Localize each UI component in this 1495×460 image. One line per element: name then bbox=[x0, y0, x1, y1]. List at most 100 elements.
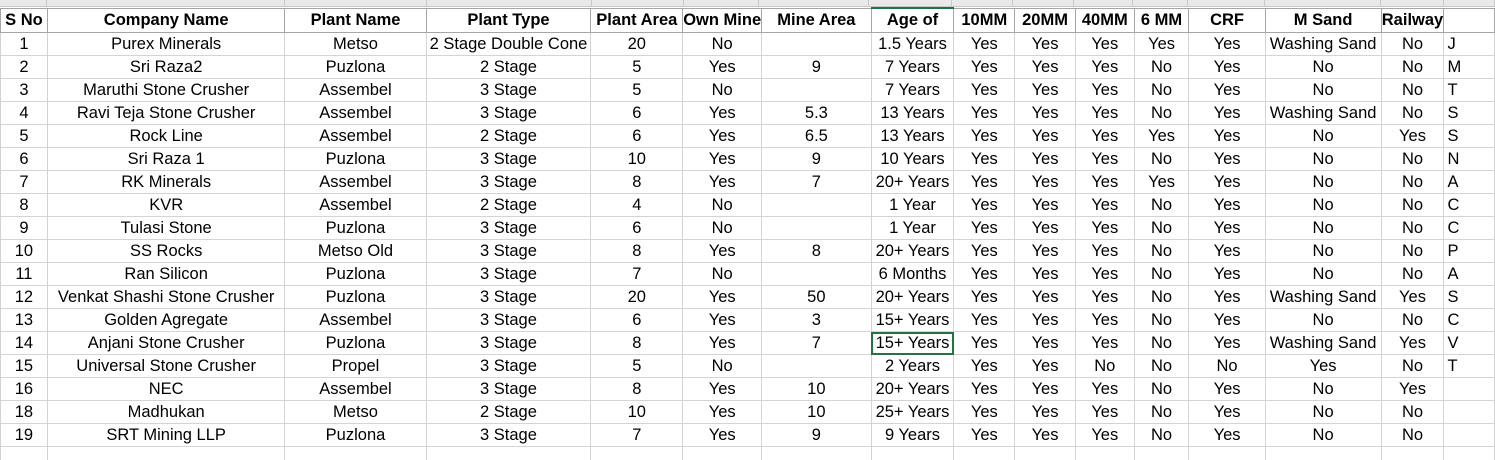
cell-area[interactable]: 6 bbox=[590, 101, 684, 125]
column-letter[interactable] bbox=[952, 0, 1013, 6]
cell-ownmine[interactable]: Yes bbox=[682, 285, 763, 309]
cell-mm20[interactable]: Yes bbox=[1014, 262, 1076, 286]
cell-crf[interactable]: Yes bbox=[1188, 170, 1266, 194]
cell-plant[interactable]: Assembel bbox=[284, 308, 427, 332]
cell-mm40[interactable]: Yes bbox=[1074, 262, 1135, 286]
cell-company[interactable]: SRT Mining LLP bbox=[46, 423, 286, 447]
cell-plant[interactable]: Assembel bbox=[284, 124, 427, 148]
cell-age[interactable]: 20+ Years bbox=[870, 285, 955, 309]
cell-type[interactable]: 3 Stage bbox=[425, 78, 592, 102]
cell-mm20[interactable]: Yes bbox=[1014, 285, 1076, 309]
cell-plant[interactable]: Puzlona bbox=[284, 55, 427, 79]
cell-age[interactable]: 1.5 Years bbox=[870, 32, 955, 56]
column-letter[interactable] bbox=[1265, 0, 1381, 6]
cell-extra[interactable]: T bbox=[1443, 354, 1495, 378]
cell-crf[interactable]: Yes bbox=[1188, 400, 1266, 424]
cell-mm40[interactable]: Yes bbox=[1074, 285, 1135, 309]
cell-type[interactable]: 2 Stage bbox=[425, 193, 592, 217]
cell-msand[interactable]: No bbox=[1264, 262, 1382, 286]
cell-age[interactable]: 10 Years bbox=[870, 147, 955, 171]
cell-mm20[interactable]: Yes bbox=[1014, 377, 1076, 401]
cell-railway[interactable]: Yes bbox=[1380, 331, 1445, 355]
column-header-plant[interactable]: Plant Name bbox=[284, 7, 427, 33]
cell-mm10[interactable]: Yes bbox=[953, 124, 1016, 148]
cell-minearea[interactable] bbox=[761, 216, 872, 240]
cell-type[interactable]: 3 Stage bbox=[425, 216, 592, 240]
column-header-mm20[interactable]: 20MM bbox=[1014, 7, 1076, 33]
cell-sno[interactable]: 5 bbox=[0, 124, 48, 148]
cell-mm6[interactable]: No bbox=[1133, 55, 1190, 79]
cell-mm40[interactable]: Yes bbox=[1074, 331, 1135, 355]
empty-cell[interactable] bbox=[1188, 446, 1266, 460]
cell-plant[interactable]: Puzlona bbox=[284, 147, 427, 171]
cell-extra[interactable]: P bbox=[1443, 239, 1495, 263]
cell-mm6[interactable]: No bbox=[1133, 400, 1190, 424]
cell-minearea[interactable] bbox=[761, 32, 872, 56]
cell-minearea[interactable]: 5.3 bbox=[761, 101, 872, 125]
cell-sno[interactable]: 3 bbox=[0, 78, 48, 102]
cell-area[interactable]: 8 bbox=[590, 377, 684, 401]
cell-area[interactable]: 5 bbox=[590, 78, 684, 102]
cell-ownmine[interactable]: Yes bbox=[682, 331, 763, 355]
cell-company[interactable]: Purex Minerals bbox=[46, 32, 286, 56]
cell-area[interactable]: 7 bbox=[590, 423, 684, 447]
cell-railway[interactable]: No bbox=[1380, 78, 1445, 102]
cell-mm10[interactable]: Yes bbox=[953, 377, 1016, 401]
cell-mm6[interactable]: No bbox=[1133, 216, 1190, 240]
cell-extra[interactable]: C bbox=[1443, 308, 1495, 332]
cell-ownmine[interactable]: Yes bbox=[682, 377, 763, 401]
cell-plant[interactable]: Assembel bbox=[284, 193, 427, 217]
empty-cell[interactable] bbox=[1074, 446, 1135, 460]
cell-mm40[interactable]: Yes bbox=[1074, 32, 1135, 56]
cell-ownmine[interactable]: No bbox=[682, 193, 763, 217]
cell-msand[interactable]: No bbox=[1264, 55, 1382, 79]
cell-age[interactable]: 13 Years bbox=[870, 101, 955, 125]
cell-plant[interactable]: Metso Old bbox=[284, 239, 427, 263]
cell-mm20[interactable]: Yes bbox=[1014, 423, 1076, 447]
cell-area[interactable]: 6 bbox=[590, 216, 684, 240]
cell-railway[interactable]: No bbox=[1380, 400, 1445, 424]
cell-ownmine[interactable]: No bbox=[682, 216, 763, 240]
cell-area[interactable]: 6 bbox=[590, 308, 684, 332]
cell-plant[interactable]: Puzlona bbox=[284, 423, 427, 447]
cell-sno[interactable]: 10 bbox=[0, 239, 48, 263]
cell-mm10[interactable]: Yes bbox=[953, 78, 1016, 102]
cell-plant[interactable]: Metso bbox=[284, 400, 427, 424]
cell-type[interactable]: 3 Stage bbox=[425, 262, 592, 286]
cell-railway[interactable]: No bbox=[1380, 239, 1445, 263]
cell-ownmine[interactable]: Yes bbox=[682, 147, 763, 171]
cell-mm20[interactable]: Yes bbox=[1014, 55, 1076, 79]
cell-age[interactable]: 1 Year bbox=[870, 193, 955, 217]
cell-crf[interactable]: Yes bbox=[1188, 147, 1266, 171]
cell-railway[interactable]: No bbox=[1380, 193, 1445, 217]
cell-mm20[interactable]: Yes bbox=[1014, 193, 1076, 217]
cell-company[interactable]: Sri Raza2 bbox=[46, 55, 286, 79]
cell-area[interactable]: 10 bbox=[590, 400, 684, 424]
cell-mm10[interactable]: Yes bbox=[953, 55, 1016, 79]
column-header-mm10[interactable]: 10MM bbox=[953, 7, 1016, 33]
cell-extra[interactable]: C bbox=[1443, 193, 1495, 217]
cell-sno[interactable]: 9 bbox=[0, 216, 48, 240]
cell-plant[interactable]: Assembel bbox=[284, 170, 427, 194]
cell-minearea[interactable] bbox=[761, 262, 872, 286]
cell-crf[interactable]: Yes bbox=[1188, 193, 1266, 217]
cell-sno[interactable]: 7 bbox=[0, 170, 48, 194]
empty-cell[interactable] bbox=[1014, 446, 1076, 460]
cell-company[interactable]: Maruthi Stone Crusher bbox=[46, 78, 286, 102]
cell-area[interactable]: 8 bbox=[590, 239, 684, 263]
cell-company[interactable]: NEC bbox=[46, 377, 286, 401]
cell-crf[interactable]: Yes bbox=[1188, 101, 1266, 125]
column-letter[interactable] bbox=[1188, 0, 1265, 6]
empty-cell[interactable] bbox=[870, 446, 955, 460]
cell-crf[interactable]: Yes bbox=[1188, 55, 1266, 79]
cell-extra[interactable]: S bbox=[1443, 285, 1495, 309]
cell-plant[interactable]: Propel bbox=[284, 354, 427, 378]
cell-sno[interactable]: 14 bbox=[0, 331, 48, 355]
cell-extra[interactable] bbox=[1443, 377, 1495, 401]
cell-age[interactable]: 6 Months bbox=[870, 262, 955, 286]
cell-minearea[interactable]: 10 bbox=[761, 377, 872, 401]
cell-mm6[interactable]: Yes bbox=[1133, 32, 1190, 56]
column-header-crf[interactable]: CRF bbox=[1188, 7, 1266, 33]
column-header-age[interactable]: Age of bbox=[870, 7, 955, 33]
cell-minearea[interactable]: 7 bbox=[761, 170, 872, 194]
